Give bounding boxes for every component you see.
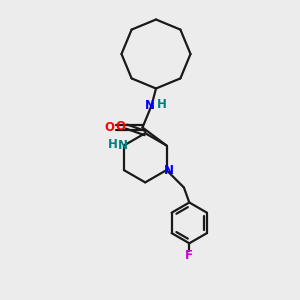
Text: N: N [164,164,174,177]
Text: F: F [185,249,193,262]
Text: H: H [157,98,166,112]
Text: H: H [108,138,117,152]
Text: O: O [116,119,126,133]
Text: N: N [145,99,155,112]
Text: N: N [117,139,128,152]
Text: O: O [104,121,114,134]
